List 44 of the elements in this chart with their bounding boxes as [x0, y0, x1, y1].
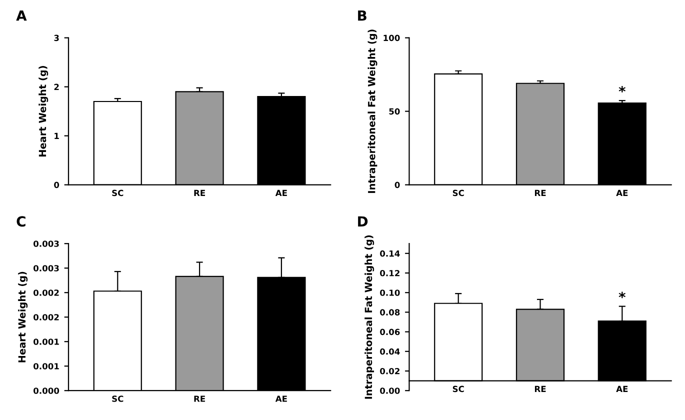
y-axis-title: Intraperitoneal Fat Weight (g) — [364, 235, 374, 399]
x-tick-label: SC — [112, 396, 124, 402]
y-tick-label: 0.02 — [380, 368, 400, 374]
x-tick-label: SC — [452, 386, 464, 392]
x-tick-label: RE — [194, 190, 205, 196]
x-tick-label: RE — [194, 396, 205, 402]
y-tick-label: 0.001 — [34, 338, 59, 345]
y-tick-label: 0.10 — [380, 290, 400, 296]
y-tick-label: 0.14 — [380, 250, 400, 257]
y-tick-label: 0 — [394, 182, 400, 188]
y-tick-label: 0.002 — [34, 314, 59, 320]
y-tick-label: 0.002 — [34, 290, 59, 296]
y-tick-label: 0.000 — [34, 388, 60, 394]
y-axis-title: Heart Weight (g) — [38, 66, 48, 156]
y-axis-title: Intraperitoneal Fat Weight (g) — [368, 30, 378, 193]
x-tick-label: AE — [275, 190, 287, 196]
chart-title: D — [358, 216, 368, 226]
y-tick-label: 0.08 — [380, 309, 400, 316]
y-tick-label: 0.06 — [380, 328, 400, 336]
y-tick-label: 1 — [54, 132, 59, 139]
x-tick-label: AE — [616, 190, 628, 196]
chart-title: C — [16, 216, 26, 227]
x-tick-label: AE — [275, 396, 287, 402]
annotation: * — [618, 86, 626, 92]
y-tick-label: 50 — [389, 108, 400, 115]
x-tick-label: RE — [534, 190, 546, 196]
y-tick-label: 0.12 — [380, 270, 400, 276]
chart-title: B — [358, 10, 366, 21]
annotation: * — [618, 292, 626, 298]
y-tick-label: 0.04 — [380, 348, 400, 355]
y-tick-label: 0.00 — [380, 388, 400, 394]
y-tick-label: 3 — [54, 34, 59, 42]
y-tick-label: 100 — [384, 34, 400, 42]
y-tick-label: 0.003 — [34, 240, 59, 247]
x-tick-label: SC — [452, 190, 464, 196]
y-tick-label: 0.001 — [34, 363, 59, 370]
x-tick-label: SC — [112, 190, 124, 196]
x-tick-label: AE — [616, 386, 628, 392]
y-axis-title: Heart Weight (g) — [18, 272, 28, 362]
y-tick-label: 0.003 — [34, 265, 59, 272]
chart-title: A — [16, 10, 27, 21]
x-tick-label: RE — [534, 386, 546, 392]
y-tick-label: 2 — [54, 84, 59, 90]
y-tick-label: 0 — [54, 182, 60, 188]
